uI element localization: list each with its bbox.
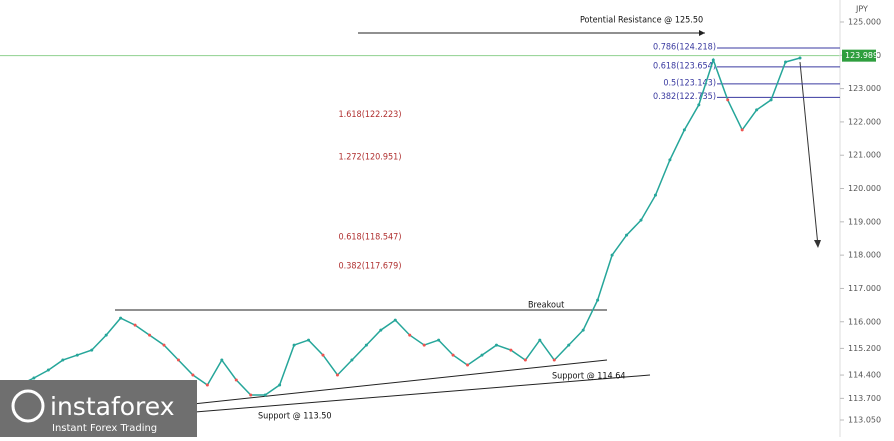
price-point — [755, 108, 759, 112]
price-point — [466, 363, 470, 367]
price-point — [798, 56, 802, 60]
price-point — [451, 353, 455, 357]
price-point — [552, 358, 556, 362]
price-point — [596, 298, 600, 302]
price-point — [90, 348, 94, 352]
price-point — [278, 383, 282, 387]
logo-tagline: Instant Forex Trading — [52, 423, 157, 434]
price-point — [335, 373, 339, 377]
y-tick-label: 116.000 — [848, 317, 881, 326]
fib-label: 0.382(122.735) — [653, 92, 716, 102]
logo-box — [0, 380, 197, 437]
price-point — [393, 318, 397, 322]
price-point — [75, 353, 79, 357]
price-point — [379, 328, 383, 332]
logo-icon — [11, 389, 45, 423]
price-point — [32, 376, 36, 380]
price-point — [653, 193, 657, 197]
last-price-label: 123.989 — [845, 51, 878, 60]
y-tick-label: 121.000 — [848, 151, 881, 160]
price-point — [625, 233, 629, 237]
logo-name: instaforex — [50, 392, 175, 421]
price-point — [119, 316, 123, 320]
extension-label: 0.382(117.679) — [339, 261, 402, 271]
price-point — [162, 343, 166, 347]
breakout-label: Breakout — [528, 301, 564, 311]
price-point — [567, 343, 571, 347]
price-point — [610, 253, 614, 257]
price-point — [480, 353, 484, 357]
price-point — [191, 373, 195, 377]
extension-label: 1.618(122.223) — [339, 110, 402, 120]
price-point — [205, 383, 209, 387]
price-point — [408, 333, 412, 337]
price-point — [726, 98, 730, 102]
y-tick-label: 119.000 — [848, 217, 881, 226]
price-point — [682, 128, 686, 132]
price-point — [668, 158, 672, 162]
y-tick-label: 118.000 — [848, 251, 881, 260]
y-tick-label: 113.050 — [848, 416, 881, 425]
support-trendline — [192, 359, 608, 405]
price-point — [46, 368, 50, 372]
price-point — [494, 343, 498, 347]
price-point — [104, 333, 108, 337]
price-point — [234, 378, 238, 382]
price-point — [711, 58, 715, 62]
price-point — [176, 358, 180, 362]
price-point — [249, 393, 253, 397]
y-tick-label: 120.000 — [848, 184, 881, 193]
price-point — [437, 338, 441, 342]
price-point — [350, 358, 354, 362]
last-price-box — [842, 49, 876, 62]
price-point — [321, 353, 325, 357]
price-point — [133, 323, 137, 327]
extension-label: 1.272(120.951) — [339, 152, 402, 162]
y-tick-label: 117.000 — [848, 284, 881, 293]
fib-label: 0.618(123.654) — [653, 61, 716, 71]
price-point — [639, 218, 643, 222]
price-point — [307, 338, 311, 342]
price-point — [148, 333, 152, 337]
extension-label: 0.618(118.547) — [339, 232, 402, 242]
y-tick-label: 113.700 — [848, 394, 881, 403]
price-point — [509, 348, 513, 352]
y-tick-label: 125.000 — [848, 17, 881, 26]
price-point — [523, 358, 527, 362]
y-tick-label: 115.200 — [848, 344, 881, 353]
price-point — [784, 60, 788, 64]
price-axis — [840, 0, 894, 437]
fib-label: 0.5(123.143) — [663, 78, 716, 88]
price-point — [581, 328, 585, 332]
price-point — [364, 343, 368, 347]
support-trendline — [194, 374, 651, 413]
currency: JPY — [855, 5, 868, 14]
price-point — [61, 358, 65, 362]
price-point — [769, 98, 773, 102]
price-point — [292, 343, 296, 347]
arrow-head — [814, 240, 821, 248]
y-tick-label: 122.000 — [848, 117, 881, 126]
support-label: Support @ 114.64 — [552, 372, 626, 382]
price-point — [263, 393, 267, 397]
resistance-label: Potential Resistance @ 125.50 — [580, 16, 703, 26]
fib-label: 0.786(124.218) — [653, 43, 716, 53]
price-point — [697, 103, 701, 107]
y-tick-label: 123.000 — [848, 84, 881, 93]
price-point — [740, 128, 744, 132]
projection-arrow — [799, 61, 819, 247]
price-line — [4, 57, 801, 396]
support-label: Support @ 113.50 — [258, 412, 332, 422]
price-point — [220, 358, 224, 362]
price-point — [538, 338, 542, 342]
arrow-head — [699, 30, 705, 36]
price-point — [422, 343, 426, 347]
y-tick-label: 114.400 — [848, 371, 881, 380]
